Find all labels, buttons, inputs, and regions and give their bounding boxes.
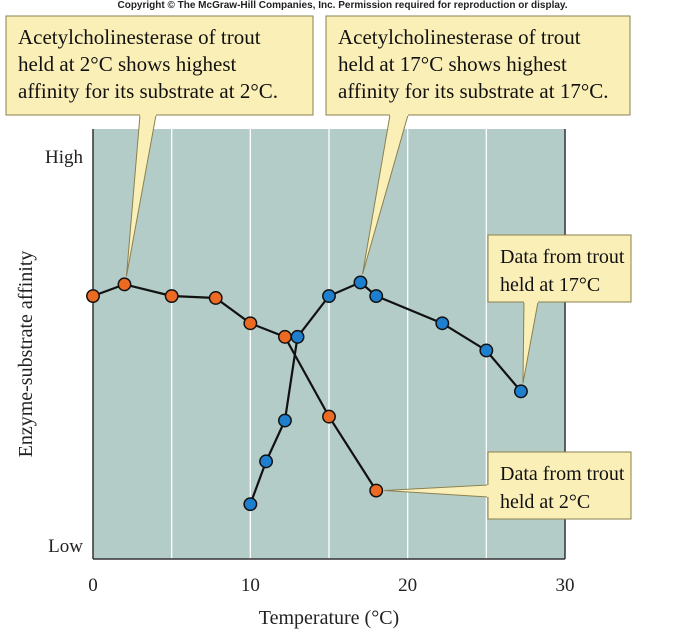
- y-axis-label: Enzyme-substrate affinity: [15, 251, 37, 458]
- data-point-trout_17c: [243, 497, 258, 512]
- axis-labels: Temperature (°C) Enzyme-substrate affini…: [15, 251, 399, 629]
- callout-text-line: Data from trout: [500, 463, 625, 485]
- x-tick-label: 20: [398, 575, 417, 596]
- x-tick-label: 30: [556, 575, 575, 596]
- callout-box: [487, 234, 632, 303]
- data-point-trout_17c: [513, 384, 528, 399]
- callout-text-line: affinity for its substrate at 2°C.: [18, 79, 278, 103]
- callout-text-line: affinity for its substrate at 17°C.: [338, 79, 608, 103]
- callout-text-line: held at 17°C: [500, 274, 600, 296]
- data-point-trout_17c: [259, 454, 274, 469]
- series-line-trout_17c: [249, 281, 522, 505]
- callout-text-line: held at 2°C shows highest: [18, 52, 237, 76]
- callout-box: [325, 15, 631, 116]
- data-point-trout_2c: [86, 289, 100, 303]
- x-tick-label: 10: [241, 575, 260, 596]
- x-tick-label: 0: [88, 575, 98, 596]
- data-point-trout_17c: [290, 329, 305, 344]
- data-point-trout_2c: [117, 277, 132, 292]
- y-tick-label: High: [45, 147, 84, 168]
- data-point-trout_17c: [322, 289, 336, 303]
- series-points: [86, 275, 528, 512]
- callout-texts: Acetylcholinesterase of trout held at 2°C…: [18, 25, 625, 513]
- callout-box: [5, 15, 314, 116]
- callout-text-line: Acetylcholinesterase of trout: [18, 25, 261, 49]
- data-point-trout_2c: [369, 483, 384, 498]
- callout-box: [487, 451, 632, 520]
- callout-shapes: [5, 15, 632, 520]
- callout-text-line: Data from trout: [500, 246, 625, 268]
- data-point-trout_17c: [353, 275, 368, 290]
- series-lines: [92, 281, 522, 505]
- data-point-trout_2c: [208, 291, 223, 305]
- data-point-trout_2c: [277, 329, 292, 344]
- callout-text-line: Acetylcholinesterase of trout: [338, 25, 581, 49]
- data-point-trout_17c: [277, 413, 292, 428]
- y-tick-label: Low: [48, 536, 83, 557]
- data-point-trout_2c: [243, 316, 258, 331]
- copyright-notice: Copyright © The McGraw-Hill Companies, I…: [117, 0, 568, 11]
- data-point-trout_17c: [435, 316, 450, 331]
- x-axis-label: Temperature (°C): [259, 607, 399, 629]
- data-point-trout_17c: [479, 343, 494, 358]
- series-line-trout_2c: [92, 283, 378, 492]
- callout-text-line: held at 17°C shows highest: [338, 52, 567, 76]
- data-point-trout_17c: [369, 289, 384, 303]
- data-point-trout_2c: [164, 289, 179, 303]
- callout-text-line: held at 2°C: [500, 491, 590, 513]
- data-point-trout_2c: [322, 409, 336, 424]
